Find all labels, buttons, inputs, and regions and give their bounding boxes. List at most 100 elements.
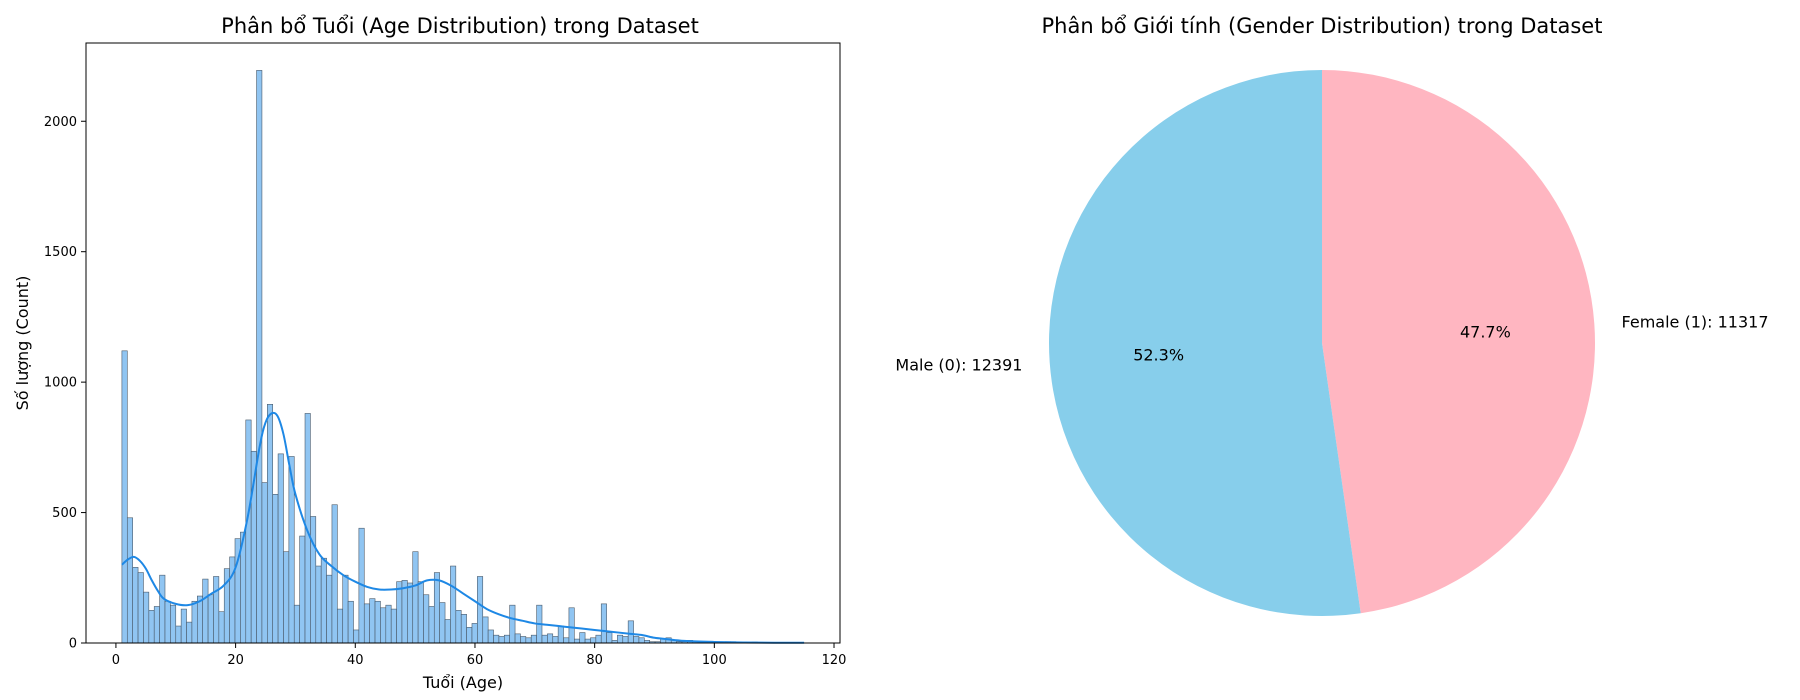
histogram-bar bbox=[439, 602, 446, 644]
x-tick-label: 100 bbox=[702, 653, 727, 668]
histogram-bars bbox=[121, 70, 764, 644]
histogram-bar bbox=[164, 600, 171, 644]
y-tick-label: 2000 bbox=[44, 115, 77, 130]
histogram-bar bbox=[606, 632, 613, 644]
y-tick-label: 1000 bbox=[44, 376, 77, 391]
histogram-bar bbox=[417, 581, 424, 644]
histogram-bar bbox=[191, 600, 198, 644]
y-tick-label: 0 bbox=[69, 637, 77, 652]
histogram-bar bbox=[428, 606, 435, 644]
histogram-bar bbox=[369, 598, 376, 644]
histogram-x-axis-label: Tuổi (Age) bbox=[422, 673, 503, 692]
histogram-bar bbox=[213, 576, 220, 644]
histogram-bar bbox=[530, 634, 537, 644]
histogram-bar bbox=[509, 604, 516, 644]
histogram-bar bbox=[579, 632, 586, 644]
histogram-bar bbox=[137, 572, 144, 644]
histogram-bar bbox=[159, 574, 166, 644]
histogram-bar bbox=[498, 636, 505, 644]
x-tick-label: 80 bbox=[586, 653, 603, 668]
histogram-bar bbox=[401, 580, 408, 644]
histogram-bar bbox=[148, 610, 155, 644]
pie-slice-1 bbox=[1049, 70, 1361, 616]
histogram-bar bbox=[590, 637, 597, 644]
y-tick-label: 1500 bbox=[44, 245, 77, 260]
histogram-bar bbox=[568, 607, 575, 644]
histogram-bar bbox=[331, 504, 338, 644]
histogram-bar bbox=[450, 565, 457, 644]
histogram-bar bbox=[563, 637, 570, 644]
histogram-bar bbox=[126, 517, 133, 644]
histogram-bar bbox=[622, 636, 629, 644]
histogram-bar bbox=[503, 634, 510, 644]
gender-pie-chart: Phân bổ Giới tính (Gender Distribution) … bbox=[895, 14, 1769, 616]
histogram-title: Phân bổ Tuổi (Age Distribution) trong Da… bbox=[221, 14, 699, 38]
x-tick-label: 40 bbox=[347, 653, 364, 668]
histogram-bar bbox=[617, 634, 624, 644]
pie-percent-label: 52.3% bbox=[1133, 346, 1184, 365]
histogram-bar bbox=[433, 572, 440, 644]
pie-labels: 47.7% Female (1): 11317 52.3% Male (0): 123… bbox=[895, 313, 1768, 375]
histogram-bar bbox=[153, 606, 160, 644]
histogram-bar bbox=[552, 636, 559, 644]
histogram-plot-frame bbox=[85, 42, 841, 644]
histogram-bar bbox=[541, 634, 548, 644]
histogram-bar bbox=[245, 419, 252, 644]
histogram-bar bbox=[520, 636, 527, 644]
histogram-bar bbox=[407, 582, 414, 644]
histogram-bar bbox=[342, 574, 349, 644]
histogram-bar bbox=[390, 608, 397, 644]
x-tick-label: 60 bbox=[467, 653, 484, 668]
histogram-bar bbox=[326, 574, 333, 644]
histogram-bar bbox=[600, 603, 607, 644]
histogram-bar bbox=[514, 633, 521, 644]
histogram-bar bbox=[180, 608, 187, 644]
histogram-bar bbox=[256, 70, 263, 644]
histogram-bar bbox=[423, 594, 430, 644]
histogram-bar bbox=[202, 578, 209, 644]
pie-percent-label: 47.7% bbox=[1460, 322, 1511, 341]
pie-slice-label: Male (0): 12391 bbox=[895, 355, 1022, 374]
histogram-bar bbox=[218, 611, 225, 644]
histogram-bar bbox=[283, 551, 290, 644]
histogram-bar bbox=[487, 629, 494, 644]
histogram-bar bbox=[347, 600, 354, 644]
histogram-bar bbox=[315, 565, 322, 644]
histogram-bar bbox=[493, 634, 500, 644]
age-histogram-chart: Phân bổ Tuổi (Age Distribution) trong Da… bbox=[13, 14, 846, 692]
histogram-bar bbox=[466, 627, 473, 644]
histogram-bar bbox=[277, 453, 284, 644]
histogram-bar bbox=[477, 576, 484, 644]
pie-slice-0 bbox=[1322, 70, 1596, 614]
histogram-bar bbox=[455, 610, 462, 644]
histogram-bar bbox=[299, 535, 306, 644]
histogram-bar bbox=[353, 629, 360, 644]
histogram-bar bbox=[374, 600, 381, 644]
histogram-bar bbox=[547, 633, 554, 644]
histogram-y-ticks: 0 500 1000 1500 2000 bbox=[44, 115, 86, 652]
x-tick-label: 120 bbox=[822, 653, 847, 668]
histogram-bar bbox=[121, 350, 128, 644]
pie-title: Phân bổ Giới tính (Gender Distribution) … bbox=[1042, 14, 1603, 38]
histogram-bar bbox=[574, 638, 580, 644]
histogram-bar bbox=[385, 604, 392, 644]
histogram-bar bbox=[471, 623, 478, 644]
histogram-bar bbox=[595, 634, 602, 644]
pie-slice-label: Female (1): 11317 bbox=[1622, 313, 1769, 332]
histogram-bar bbox=[170, 604, 177, 644]
histogram-bar bbox=[175, 625, 182, 644]
x-tick-label: 20 bbox=[227, 653, 244, 668]
histogram-bar bbox=[525, 637, 532, 644]
histogram-x-ticks: 0 20 40 60 80 100 120 bbox=[112, 643, 847, 668]
histogram-bar bbox=[627, 620, 634, 644]
histogram-bar bbox=[380, 607, 387, 644]
histogram-bar bbox=[272, 494, 279, 644]
histogram-bar bbox=[186, 621, 193, 644]
histogram-bar bbox=[337, 608, 344, 644]
histogram-bar bbox=[293, 604, 300, 644]
pie-slices bbox=[1049, 70, 1596, 616]
y-tick-label: 500 bbox=[52, 506, 77, 521]
histogram-bar bbox=[584, 638, 591, 644]
histogram-bar bbox=[412, 551, 419, 644]
